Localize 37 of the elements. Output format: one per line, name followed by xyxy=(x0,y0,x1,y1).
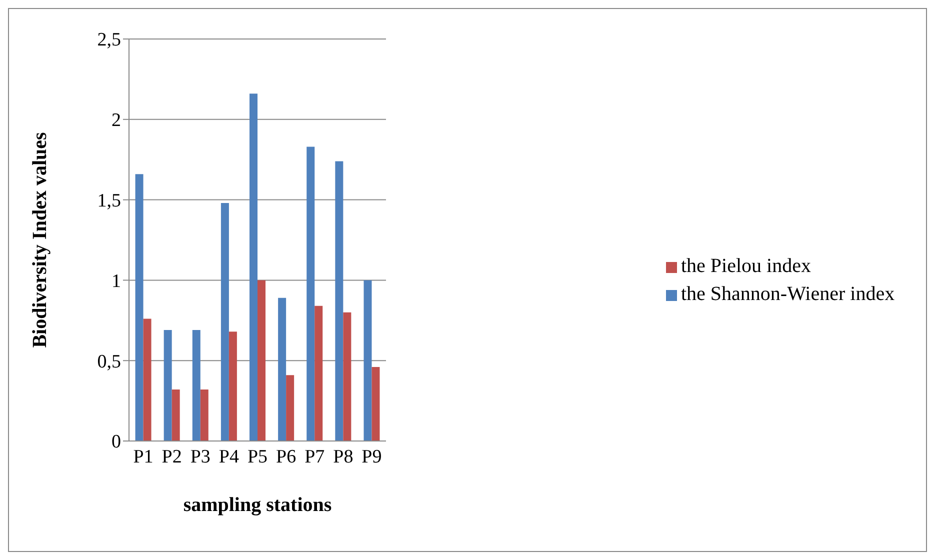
bar xyxy=(200,390,208,441)
bar xyxy=(228,332,237,441)
bar xyxy=(135,174,144,441)
bar xyxy=(364,280,372,441)
bar xyxy=(372,367,380,441)
x-tick-label: P8 xyxy=(333,446,354,468)
bar xyxy=(192,330,200,441)
x-tick-label: P9 xyxy=(362,446,382,468)
x-tick-label: P3 xyxy=(190,446,210,468)
x-tick-label: P6 xyxy=(276,446,296,468)
bar xyxy=(278,298,286,441)
bar xyxy=(335,161,344,441)
bar xyxy=(306,146,315,441)
bar xyxy=(143,318,152,441)
bar xyxy=(286,375,294,441)
bar xyxy=(258,280,266,441)
x-tick-label: P2 xyxy=(162,446,182,468)
y-tick-label: 2 xyxy=(112,110,121,132)
x-tick-label: P1 xyxy=(133,446,154,468)
x-tick-label: P5 xyxy=(247,446,268,468)
y-tick-label: 2,5 xyxy=(97,30,121,51)
bar xyxy=(343,312,352,441)
bar xyxy=(172,390,180,441)
y-tick-label: 1,5 xyxy=(97,190,121,212)
x-tick-label: P7 xyxy=(304,446,325,468)
y-tick-label: 1 xyxy=(112,270,121,292)
y-tick-label: 0 xyxy=(112,432,121,453)
legend-label: the Pielou index xyxy=(681,255,811,277)
y-tick-label: 0,5 xyxy=(97,351,121,372)
x-axis-title: sampling stations xyxy=(183,494,332,516)
x-tick-label: P4 xyxy=(218,446,240,468)
y-axis-title: Biodiversity Index values xyxy=(29,132,52,348)
legend-label: the Shannon-Wiener index xyxy=(681,283,895,305)
bar xyxy=(220,203,229,441)
bar xyxy=(250,94,258,441)
bar xyxy=(314,306,323,441)
bar xyxy=(164,330,172,441)
